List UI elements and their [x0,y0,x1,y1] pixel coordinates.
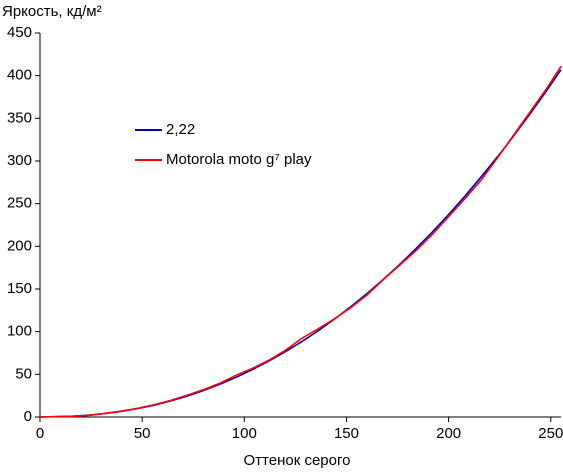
y-axis-title: Яркость, кд/м² [2,3,102,20]
line [39,69,562,418]
line [39,65,562,418]
y-tick-label: 200 [7,237,32,254]
x-axis-title: Оттенок серого [244,452,351,469]
y-tick-label: 50 [15,365,32,382]
x-tick-label: 0 [36,425,44,442]
x-tick-label: 250 [538,425,563,442]
y-tick-label: 250 [7,195,32,212]
y-tick-label: 400 [7,67,32,84]
x-tick-label: 150 [334,425,359,442]
y-tick-label: 150 [7,280,32,297]
y-tick-label: 450 [7,24,32,41]
y-tick-label: 350 [7,109,32,126]
x-tick-label: 200 [436,425,461,442]
legend-label: Motorola moto g⁷ play [166,151,312,168]
y-tick-label: 100 [7,323,32,340]
y-tick-label: 300 [7,152,32,169]
x-tick-label: 100 [232,425,257,442]
x-tick-label: 50 [134,425,151,442]
y-tick-label: 0 [24,408,32,425]
legend-label: 2,22 [166,121,195,138]
